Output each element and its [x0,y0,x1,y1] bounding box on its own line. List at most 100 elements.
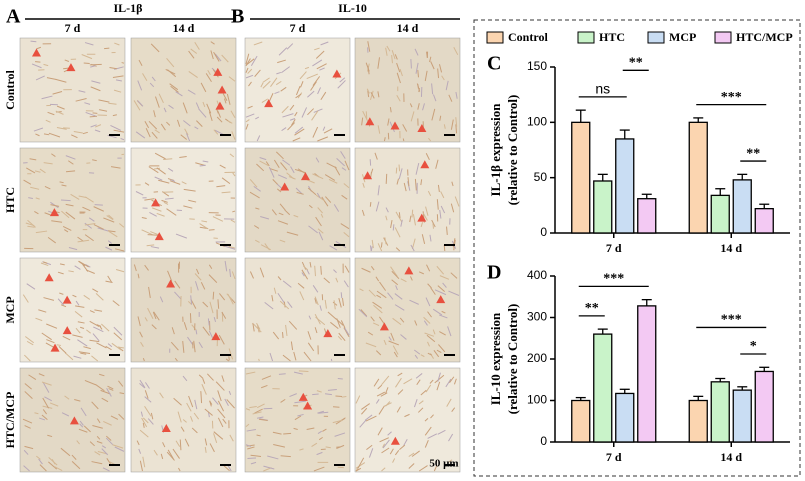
fiber [108,214,114,220]
fiber [256,434,261,437]
fiber [144,264,149,271]
fiber [245,119,250,123]
fiber [366,444,373,450]
fiber [100,389,111,395]
fiber [246,444,255,447]
fiber [437,184,440,192]
fiber [376,391,386,397]
fiber [142,73,148,82]
fiber [410,276,413,281]
y-tick-label: 150 [527,59,547,73]
column-label: 7 d [65,21,81,35]
bar [754,208,774,234]
fiber [217,390,222,402]
fiber [441,75,445,81]
fiber [402,124,408,132]
fiber [117,346,124,349]
fiber [168,104,174,109]
fiber [423,316,431,324]
fiber [282,280,292,288]
fiber [273,159,280,169]
fiber [276,188,282,193]
micrograph-bg [19,257,126,363]
fiber [411,209,414,218]
fiber [343,280,349,288]
fiber [68,160,74,165]
fiber [36,455,41,460]
fiber [375,201,380,212]
arrowhead [420,160,430,169]
panel-letter: B [231,6,244,28]
fiber [272,431,282,435]
fiber [282,113,294,118]
fiber [430,414,434,419]
fiber [209,400,212,407]
fiber [341,297,345,306]
fiber [64,352,74,361]
fiber [188,199,197,203]
fiber [278,373,286,375]
fiber [448,94,453,102]
fiber [323,277,330,284]
fiber [293,214,299,218]
fiber [294,400,306,404]
fiber [85,111,96,117]
fiber [400,278,407,283]
fiber [254,239,260,243]
fiber [320,213,324,218]
fiber [278,47,288,56]
fiber [322,126,326,131]
fiber [75,327,81,334]
fiber [291,119,296,126]
fiber [62,226,72,231]
fiber [170,341,179,351]
fiber [228,348,234,360]
fiber [449,376,455,384]
y-tick-label: 200 [527,351,547,365]
fiber [312,126,319,138]
fiber [40,262,49,267]
fiber [198,374,204,379]
y-tick-label: 100 [527,393,547,407]
fiber [202,301,209,308]
fiber [314,265,316,277]
fiber [367,41,371,52]
fiber [443,245,446,252]
fiber [277,59,286,64]
fiber [190,415,194,422]
fiber [391,279,399,286]
micrograph [19,367,126,473]
fiber [340,320,346,329]
fiber [177,119,181,127]
fiber [190,48,198,54]
fiber [102,467,110,472]
fiber [200,391,203,404]
fiber [338,297,342,308]
fiber [369,90,374,101]
fiber [84,222,92,229]
fiber [23,179,32,185]
fiber [42,382,50,393]
fiber [212,397,219,405]
fiber [213,129,219,135]
fiber [245,444,252,447]
fiber [138,59,143,67]
fiber [312,393,319,396]
fiber [202,160,209,163]
fiber [312,76,321,86]
fiber [171,327,175,335]
fiber [269,352,274,362]
fiber [316,63,327,70]
fiber [170,179,176,182]
fiber [217,110,221,118]
fiber [22,418,33,424]
fiber [245,423,250,428]
fiber [82,206,91,212]
fiber [440,205,446,214]
fiber [417,70,419,78]
fiber [39,464,47,472]
fiber [35,197,40,200]
fiber [147,418,154,425]
fiber [95,293,104,301]
fiber [139,460,143,472]
